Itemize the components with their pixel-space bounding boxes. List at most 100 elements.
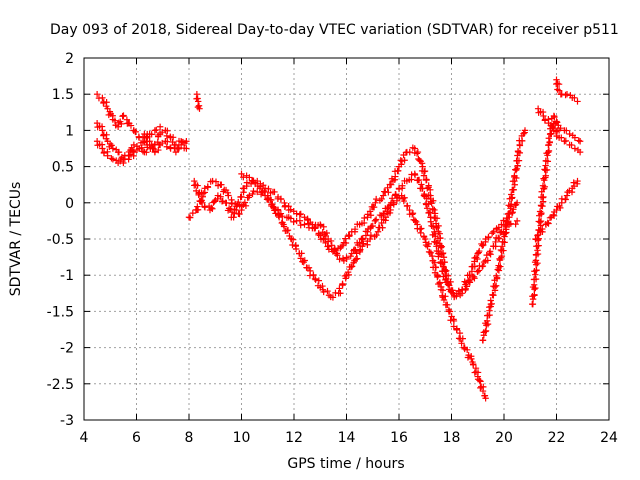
data-point	[571, 145, 579, 152]
data-point-fill	[312, 225, 319, 232]
data-point-fill	[411, 171, 419, 179]
data-point	[301, 221, 308, 228]
data-point-fill	[428, 222, 435, 230]
data-point-fill	[427, 249, 435, 257]
data-point-fill	[544, 219, 551, 227]
data-point-fill	[536, 218, 544, 226]
data-point	[474, 268, 481, 275]
x-tick-label: 4	[80, 430, 89, 446]
data-point-fill	[555, 80, 563, 88]
x-axis-label: GPS time / hours	[287, 456, 404, 472]
data-point-fill	[290, 218, 297, 226]
data-point-fill	[488, 300, 495, 307]
data-point-fill	[250, 187, 257, 195]
data-point-fill	[508, 201, 515, 208]
data-point-fill	[320, 288, 327, 296]
data-point-fill	[194, 206, 202, 213]
data-point-fill	[562, 137, 570, 145]
data-point-fill	[484, 257, 491, 264]
x-tick-label: 20	[495, 430, 513, 446]
data-point	[120, 159, 127, 167]
data-point-fill	[426, 248, 433, 256]
data-point-fill	[534, 259, 541, 267]
data-point-fill	[437, 244, 445, 251]
data-point-fill	[143, 149, 150, 156]
y-tick-label: 0	[65, 196, 74, 212]
data-point-fill	[537, 217, 545, 225]
data-point-fill	[509, 186, 517, 193]
data-point-fill	[127, 122, 135, 129]
data-point-fill	[361, 214, 368, 222]
data-point	[372, 199, 379, 206]
data-point-fill	[539, 182, 547, 189]
data-point-fill	[367, 212, 375, 219]
data-point-fill	[129, 147, 137, 155]
data-point-fill	[435, 253, 442, 260]
data-point	[366, 235, 374, 243]
data-point-fill	[458, 340, 465, 347]
data-point-fill	[237, 193, 244, 201]
data-point	[109, 145, 117, 152]
data-point-fill	[488, 230, 496, 237]
data-point-fill	[484, 320, 492, 328]
data-point-fill	[425, 209, 432, 217]
data-point-fill	[265, 185, 272, 193]
data-point-fill	[347, 263, 355, 271]
data-point-fill	[217, 193, 224, 200]
data-point-fill	[204, 183, 211, 190]
data-point-fill	[442, 301, 450, 309]
data-point-fill	[539, 225, 546, 233]
data-point	[317, 232, 324, 239]
data-point-fill	[305, 264, 313, 271]
data-point-fill	[471, 254, 478, 262]
data-point-fill	[440, 296, 448, 304]
data-point-fill	[477, 378, 484, 385]
data-point-fill	[111, 117, 119, 124]
data-point-fill	[465, 277, 472, 285]
data-point-fill	[343, 255, 350, 263]
data-point-fill	[532, 284, 539, 292]
data-point-fill	[292, 245, 300, 253]
data-point-fill	[557, 125, 564, 132]
data-point-fill	[532, 271, 539, 278]
data-point	[125, 156, 132, 163]
data-point-fill	[479, 263, 486, 270]
data-point-fill	[541, 117, 549, 124]
data-point-fill	[320, 236, 328, 243]
y-tick-label: 1.5	[52, 87, 74, 103]
data-point-fill	[575, 137, 582, 144]
data-point-fill	[334, 252, 341, 259]
data-point-fill	[400, 197, 408, 205]
data-point-fill	[228, 199, 236, 207]
data-point-fill	[422, 176, 430, 184]
y-tick-labels: -3 -2.5 -2 -1.5 -1 -0.5 0 0.5 1 1.5 2	[47, 51, 74, 429]
data-point-fill	[386, 209, 394, 217]
data-point-fill	[571, 94, 578, 102]
data-point-fill	[500, 247, 507, 254]
data-point-fill	[542, 157, 550, 164]
data-point-fill	[480, 241, 487, 249]
x-tick-label: 14	[338, 430, 356, 446]
data-point-fill	[417, 229, 424, 237]
data-point-fill	[509, 209, 516, 216]
x-tick-label: 18	[443, 430, 461, 446]
data-point-fill	[423, 205, 431, 212]
data-point-fill	[189, 209, 197, 217]
data-point-fill	[421, 167, 429, 175]
data-point-fill	[201, 204, 209, 211]
data-point	[490, 228, 497, 235]
data-point-fill	[336, 256, 343, 263]
data-point-fill	[520, 130, 527, 137]
axis-ticks	[83, 57, 610, 421]
data-point-fill	[352, 246, 359, 254]
data-point-fill	[545, 147, 553, 155]
data-point-fill	[320, 223, 327, 231]
data-point-fill	[552, 128, 560, 135]
data-point-fill	[399, 182, 406, 189]
y-tick-label: -2	[60, 341, 74, 357]
data-point-fill	[429, 223, 437, 230]
data-point-fill	[450, 290, 457, 297]
data-point-fill	[531, 291, 538, 298]
